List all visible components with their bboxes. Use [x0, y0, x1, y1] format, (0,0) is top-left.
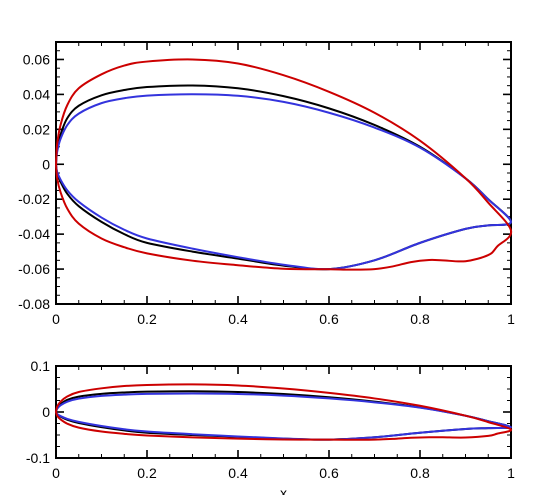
x-tick-label: 1: [507, 465, 515, 481]
y-tick-label: 0.1: [31, 358, 51, 374]
bottom-panel: 0 0.2 0.4 0.6 0.8 1-0.100.1x: [26, 358, 515, 495]
series-line-0: [55, 390, 512, 441]
x-tick-label: 0.6: [319, 465, 339, 481]
y-tick-label: -0.02: [18, 191, 50, 207]
series-line-2: [55, 383, 513, 441]
x-tick-label: 0.2: [137, 465, 157, 481]
y-tick-label: -0.06: [18, 261, 50, 277]
series-line-1: [55, 392, 512, 441]
x-tick-label: 1: [507, 311, 515, 327]
x-tick-label: 0: [52, 311, 60, 327]
x-tick-label: 0.2: [137, 311, 157, 327]
x-tick-label: 0.6: [319, 311, 339, 327]
x-tick-label: 0.8: [410, 465, 430, 481]
y-tick-label: -0.08: [18, 296, 50, 312]
series-line-0: [55, 84, 512, 271]
y-tick-label: 0: [42, 404, 50, 420]
x-tick-label: 0.8: [410, 311, 430, 327]
y-tick-label: 0: [42, 156, 50, 172]
x-tick-label: 0.4: [228, 465, 248, 481]
y-tick-label: 0.02: [23, 121, 50, 137]
series-line-2: [55, 58, 513, 271]
x-tick-label: 0.4: [228, 311, 248, 327]
series-line-1: [55, 93, 512, 271]
y-tick-label: 0.04: [23, 86, 50, 102]
x-axis-label: x: [280, 485, 287, 495]
x-tick-label: 0: [52, 465, 60, 481]
top-panel: 0 0.2 0.4 0.6 0.8 1 -0.08 -0.06 -0.04 -0.02 0 0.02 0…: [18, 41, 515, 327]
y-tick-label: -0.04: [18, 226, 50, 242]
y-tick-label: 0.06: [23, 51, 50, 67]
y-tick-label: -0.1: [26, 450, 50, 466]
